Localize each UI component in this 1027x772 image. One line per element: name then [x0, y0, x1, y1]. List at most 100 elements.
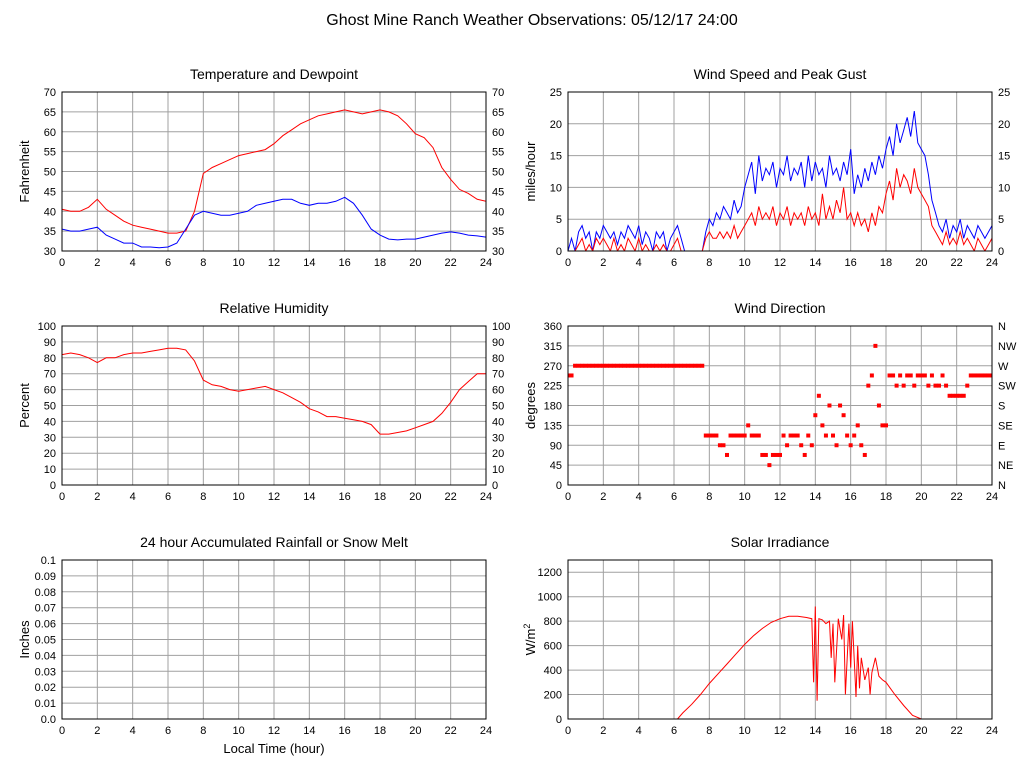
- y-tick-label-right: 40: [492, 206, 504, 218]
- y-tick-label-right: 10: [492, 464, 504, 476]
- x-tick-label: 20: [409, 257, 421, 269]
- y-tick-label: 0: [556, 480, 562, 492]
- data-point: [894, 383, 899, 388]
- series-line-1: [62, 196, 486, 249]
- data-point: [732, 433, 737, 438]
- y-tick-label: 45: [44, 186, 56, 198]
- y-tick-label: 600: [544, 641, 562, 653]
- chart-rain: 24 hour Accumulated Rainfall or Snow Mel…: [17, 534, 492, 756]
- data-point: [891, 373, 896, 378]
- y-tick-label: 10: [550, 182, 562, 194]
- x-tick-label: 6: [165, 725, 171, 737]
- x-tick-label: 4: [130, 491, 136, 503]
- y-tick-label: 20: [44, 448, 56, 460]
- data-point: [604, 363, 609, 368]
- y-axis-label: Fahrenheit: [17, 140, 32, 203]
- x-tick-label: 14: [303, 257, 315, 269]
- y-tick-label-right: 50: [492, 401, 504, 413]
- x-axis-label: Local Time (hour): [223, 741, 324, 756]
- y-tick-label-right: W: [998, 361, 1009, 373]
- data-point: [908, 373, 913, 378]
- y-axis-label: W/m2: [522, 624, 538, 656]
- y-tick-label: 400: [544, 665, 562, 677]
- y-tick-label: 0.06: [35, 619, 56, 631]
- x-tick-label: 20: [915, 491, 927, 503]
- y-tick-label: 15: [550, 151, 562, 163]
- y-tick-label: 30: [44, 246, 56, 258]
- x-tick-label: 12: [268, 491, 280, 503]
- data-point: [898, 373, 903, 378]
- data-point: [788, 433, 793, 438]
- y-tick-label-right: 20: [998, 119, 1010, 131]
- x-tick-label: 12: [268, 257, 280, 269]
- data-point: [611, 363, 616, 368]
- x-tick-label: 4: [130, 257, 136, 269]
- x-tick-label: 2: [94, 725, 100, 737]
- x-tick-label: 16: [845, 491, 857, 503]
- x-tick-label: 2: [94, 257, 100, 269]
- data-point: [802, 452, 807, 457]
- data-point: [855, 423, 860, 428]
- x-tick-label: 20: [409, 725, 421, 737]
- data-point: [852, 433, 857, 438]
- data-point: [937, 383, 941, 388]
- x-tick-label: 8: [200, 491, 206, 503]
- data-point: [608, 363, 613, 368]
- data-point: [990, 373, 992, 378]
- data-point: [926, 383, 931, 388]
- x-tick-label: 2: [94, 491, 100, 503]
- data-point: [739, 433, 744, 438]
- x-tick-label: 0: [59, 491, 65, 503]
- chart-title: Solar Irradiance: [731, 534, 830, 550]
- data-point: [668, 363, 673, 368]
- x-tick-label: 4: [130, 725, 136, 737]
- y-tick-label: 0: [556, 714, 562, 726]
- data-point: [968, 373, 973, 378]
- y-tick-label-right: N: [998, 321, 1006, 333]
- x-tick-label: 14: [809, 725, 821, 737]
- x-tick-label: 10: [233, 491, 245, 503]
- data-point: [887, 373, 892, 378]
- data-point: [622, 363, 627, 368]
- x-tick-label: 8: [200, 725, 206, 737]
- y-tick-label-right: 45: [492, 186, 504, 198]
- data-point: [919, 373, 924, 378]
- y-tick-label-right: 100: [492, 321, 510, 333]
- x-tick-label: 14: [809, 257, 821, 269]
- y-tick-label-right: 80: [492, 353, 504, 365]
- data-point: [785, 443, 790, 448]
- data-point: [876, 403, 881, 408]
- data-point: [664, 363, 669, 368]
- x-tick-label: 18: [374, 725, 386, 737]
- y-tick-label: 90: [550, 440, 562, 452]
- data-point: [965, 383, 970, 388]
- y-tick-label-right: 65: [492, 107, 504, 119]
- x-tick-label: 18: [880, 725, 892, 737]
- y-tick-label-right: SE: [998, 420, 1013, 432]
- data-point: [944, 383, 949, 388]
- data-point: [576, 363, 581, 368]
- y-tick-label: 0.04: [35, 650, 56, 662]
- data-point: [689, 363, 694, 368]
- data-point: [710, 433, 715, 438]
- y-tick-label-right: NE: [998, 460, 1013, 472]
- y-tick-label-right: 30: [492, 432, 504, 444]
- y-tick-label: 55: [44, 147, 56, 159]
- data-point: [958, 393, 963, 398]
- y-tick-label: 65: [44, 107, 56, 119]
- data-point: [979, 373, 984, 378]
- y-tick-label: 1200: [538, 567, 562, 579]
- y-tick-label-right: 0: [492, 480, 498, 492]
- y-tick-label-right: 60: [492, 385, 504, 397]
- data-point: [795, 433, 800, 438]
- x-tick-label: 8: [706, 257, 712, 269]
- data-point: [601, 363, 606, 368]
- y-tick-label-right: 35: [492, 226, 504, 238]
- data-point: [742, 433, 747, 438]
- y-tick-label: 0.03: [35, 666, 56, 678]
- plot-frame: [567, 559, 993, 720]
- data-point: [573, 363, 578, 368]
- x-tick-label: 12: [774, 725, 786, 737]
